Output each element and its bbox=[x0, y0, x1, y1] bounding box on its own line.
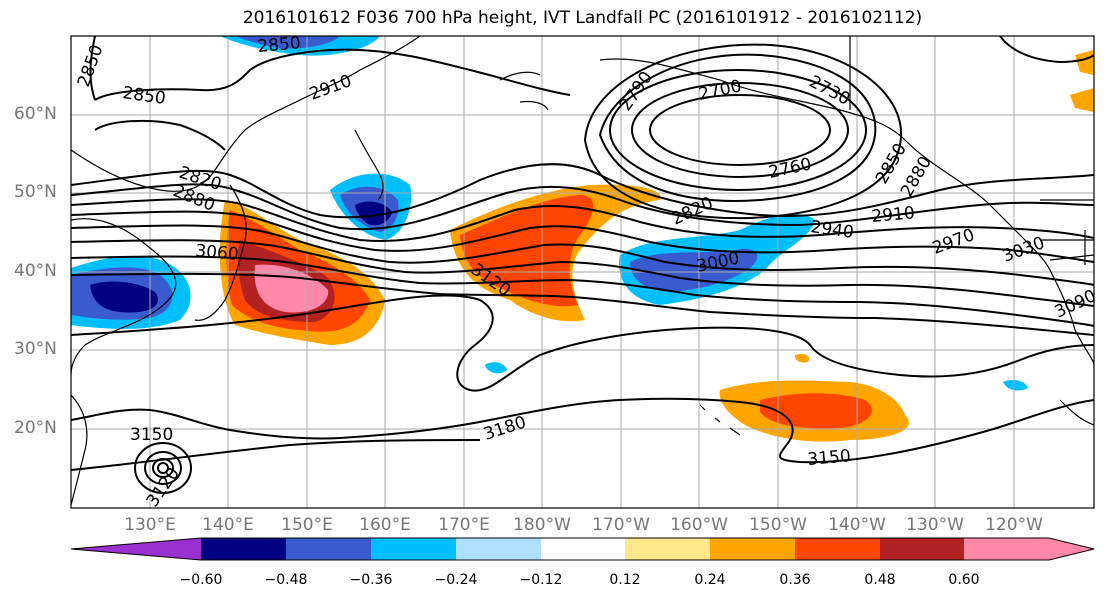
map-title: 2016101612 F036 700 hPa height, IVT Land… bbox=[242, 8, 923, 28]
colorbar-segment bbox=[625, 538, 710, 560]
longitude-label: 160°W bbox=[670, 515, 728, 535]
graticule bbox=[71, 36, 1094, 508]
colorbar-segment bbox=[456, 538, 541, 560]
latitude-label: 60°N bbox=[14, 104, 57, 124]
colorbar-segment bbox=[541, 538, 625, 560]
longitude-label: 120°W bbox=[985, 515, 1043, 535]
longitude-label: 140°E bbox=[202, 515, 254, 535]
contour-label: 2910 bbox=[871, 203, 916, 227]
longitude-label: 150°E bbox=[281, 515, 333, 535]
latitude-label: 30°N bbox=[14, 339, 57, 359]
colorbar-tick-label: −0.48 bbox=[264, 572, 308, 588]
colorbar-tick-label: −0.24 bbox=[434, 572, 478, 588]
colorbar-tick-label: 0.60 bbox=[948, 572, 980, 588]
latitude-label: 50°N bbox=[14, 182, 57, 202]
colorbar-segment bbox=[964, 538, 1049, 560]
longitude-label: 170°E bbox=[438, 515, 490, 535]
colorbar-tick-label: −0.36 bbox=[349, 572, 393, 588]
colorbar bbox=[70, 537, 1095, 561]
colorbar-tick-label: −0.60 bbox=[179, 572, 223, 588]
colorbar-segment bbox=[71, 538, 201, 560]
latitude-label: 20°N bbox=[14, 418, 57, 438]
longitude-label: 180°W bbox=[513, 515, 571, 535]
contour-label: 3060 bbox=[195, 241, 240, 265]
colorbar-segment bbox=[201, 538, 286, 560]
contour-label: 2850 bbox=[257, 33, 302, 57]
latitude-label: 40°N bbox=[14, 261, 57, 281]
longitude-label: 160°E bbox=[359, 515, 411, 535]
coastlines bbox=[71, 36, 1094, 506]
longitude-label: 150°W bbox=[749, 515, 807, 535]
colorbar-segment bbox=[880, 538, 964, 560]
longitude-label: 130°E bbox=[124, 515, 176, 535]
colorbar-tick-label: −0.12 bbox=[519, 572, 563, 588]
longitude-label: 140°W bbox=[828, 515, 886, 535]
contour-label: 3150 bbox=[130, 425, 173, 445]
colorbar-tick-label: 0.24 bbox=[694, 572, 726, 588]
map-frame bbox=[70, 35, 1095, 509]
colorbar-segment bbox=[1049, 538, 1094, 560]
colorbar-segment bbox=[795, 538, 880, 560]
colorbar-segment bbox=[371, 538, 456, 560]
contour-label: 3150 bbox=[807, 446, 852, 470]
colorbar-segment bbox=[286, 538, 371, 560]
colorbar-tick-label: 0.48 bbox=[864, 572, 896, 588]
height-contours bbox=[71, 36, 1094, 494]
colorbar-tick-label: 0.36 bbox=[779, 572, 811, 588]
longitude-label: 130°W bbox=[906, 515, 964, 535]
colorbar-segment bbox=[710, 538, 795, 560]
longitude-label: 170°W bbox=[592, 515, 650, 535]
colorbar-tick-label: 0.12 bbox=[609, 572, 641, 588]
